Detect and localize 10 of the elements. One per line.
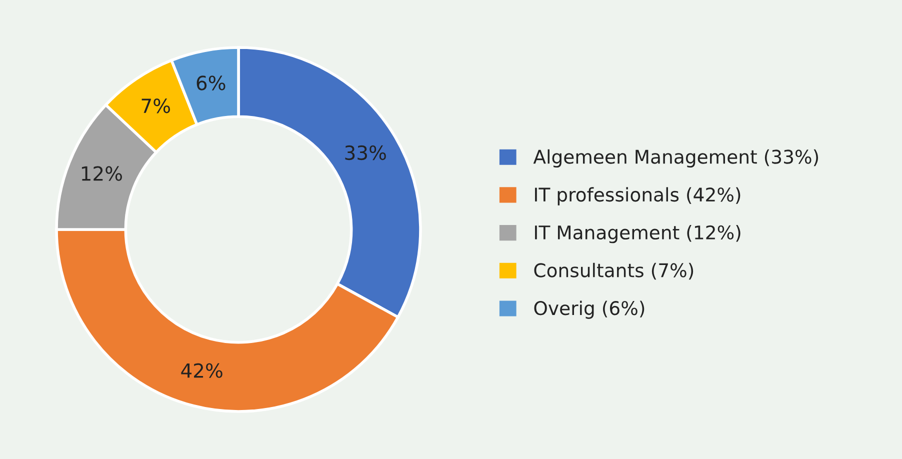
data-label: 7% <box>142 98 170 114</box>
data-label: 42% <box>181 363 222 378</box>
data-label: 33% <box>345 145 386 160</box>
legend-label: IT Management (12%) <box>535 225 740 244</box>
data-label: 6% <box>196 76 226 90</box>
legend-label: Consultants (7%) <box>534 262 694 280</box>
data-label: 12% <box>82 166 122 181</box>
legend-label: Algemeen Management (33%) <box>533 149 818 168</box>
legend-label: Overig (6%) <box>534 300 644 319</box>
legend-label: IT professionals (42%) <box>535 187 740 206</box>
